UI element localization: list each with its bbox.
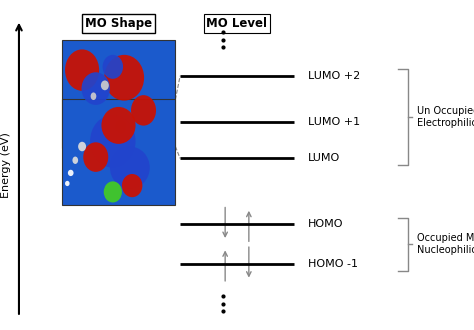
Text: MO Shape: MO Shape [85,16,152,30]
Ellipse shape [110,147,150,189]
Ellipse shape [104,55,144,101]
Ellipse shape [65,181,70,186]
Text: LUMO: LUMO [308,153,340,163]
Ellipse shape [122,174,142,197]
Ellipse shape [83,142,108,172]
Ellipse shape [101,81,109,90]
Text: HOMO: HOMO [308,219,344,229]
Text: MO Level: MO Level [207,16,267,30]
Text: Occupied MO:
Nucleophilicity: Occupied MO: Nucleophilicity [417,233,474,255]
Ellipse shape [131,95,156,126]
Ellipse shape [91,92,96,100]
Ellipse shape [65,50,99,91]
Text: Un Occupied MO:
Electrophilicity: Un Occupied MO: Electrophilicity [417,106,474,128]
Ellipse shape [104,182,122,203]
Ellipse shape [78,142,86,151]
Ellipse shape [68,170,73,176]
Ellipse shape [73,156,78,164]
Bar [62,40,175,148]
Ellipse shape [102,55,123,79]
Text: HOMO -1: HOMO -1 [308,259,358,269]
Ellipse shape [82,72,110,105]
Text: LUMO +1: LUMO +1 [308,117,360,127]
Ellipse shape [115,120,127,134]
Text: Energy (eV): Energy (eV) [0,132,11,198]
Ellipse shape [101,107,136,144]
Bar [62,99,175,205]
Ellipse shape [90,115,136,168]
Text: LUMO +2: LUMO +2 [308,71,360,81]
